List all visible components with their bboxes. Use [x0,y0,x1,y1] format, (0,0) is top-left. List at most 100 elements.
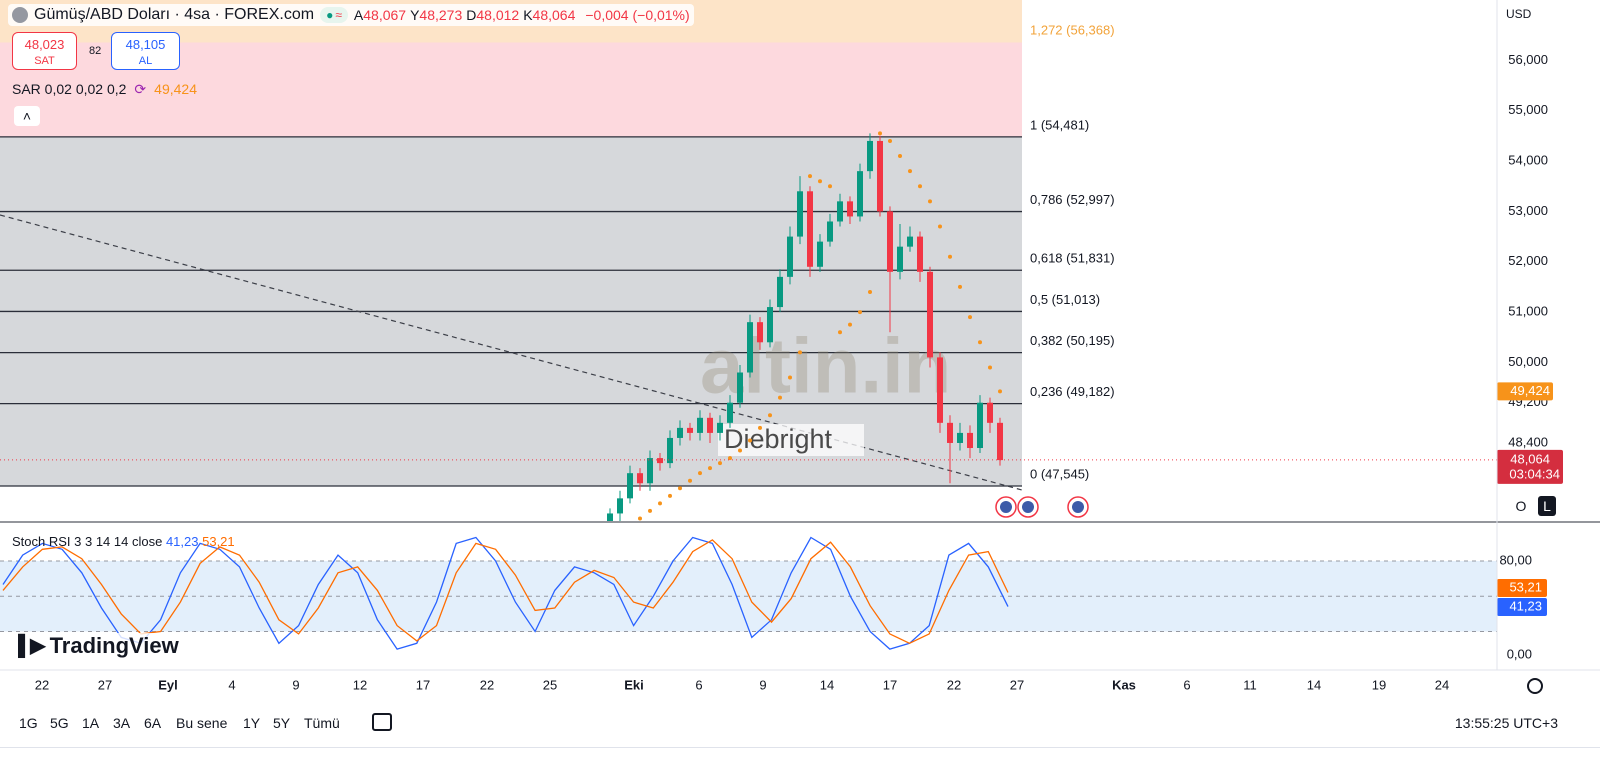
clock[interactable]: 13:55:25 UTC+3 [1454,715,1558,731]
x-tick-label: 9 [292,677,299,692]
range-button[interactable]: Bu sene [176,715,228,731]
candle-body [857,171,863,217]
stoch-title[interactable]: Stoch RSI 3 3 14 14 close [12,534,163,549]
sar-dot [808,174,812,179]
range-button[interactable]: 1Y [243,715,261,731]
buy-button[interactable]: 48,105 AL [111,32,180,70]
candle-body [717,422,723,433]
candle-body [957,432,963,443]
brand-text: TradingView [49,633,179,658]
candle-body [617,498,623,514]
date-range-icon[interactable] [372,713,392,731]
candle-body [897,246,903,272]
candle-body [787,236,793,277]
stoch-pane [0,536,1497,650]
sar-dot [998,389,1002,394]
x-tick-label: 17 [416,677,430,692]
x-tick-label: 27 [98,677,112,692]
buy-label: AL [138,55,153,67]
market-status[interactable]: ● ≈ [320,7,348,23]
candle-body [697,417,703,433]
candle-body [967,432,973,449]
x-tick-label: 22 [480,677,494,692]
sar-value: 49,424 [154,81,197,97]
fib-label: 1,272 (56,368) [1030,22,1115,37]
settings-icon[interactable] [1527,678,1543,694]
sar-dot [788,375,792,380]
y-tick-label: 0,00 [1507,646,1532,661]
fib-label: 0,786 (52,997) [1030,192,1115,207]
event-flag-inner [1072,501,1084,513]
x-tick-label: 14 [1307,677,1321,692]
collapse-button[interactable]: ˄ [14,106,40,126]
brand[interactable]: ▌▶ TradingView [14,633,183,659]
sar-dot [878,131,882,136]
sar-dot [968,315,972,320]
event-flag-inner [1022,501,1034,513]
ohlc-key: Y [410,7,420,23]
candle-body [627,473,633,499]
candle-body [867,140,873,172]
candle-body [817,241,823,267]
y-tick-label: 80,00 [1499,552,1532,567]
sar-dot [748,438,752,443]
stoch-value-label: 53,21 [1509,579,1542,594]
range-button[interactable]: 5G [50,715,69,731]
range-button[interactable]: 3A [113,715,131,731]
sar-dot [668,493,672,498]
last-price-label: 48,064 [1510,451,1550,466]
currency[interactable]: USD [1506,7,1532,21]
sar-dot [708,466,712,471]
candle-body [757,322,763,343]
fib-label: 0,618 (51,831) [1030,251,1115,266]
range-button[interactable]: Tümü [304,715,340,731]
candle-body [607,513,613,521]
fib-zone [0,352,1022,404]
candle-body [707,417,713,433]
range-button[interactable]: 1A [82,715,100,731]
stoch-value-box [1497,598,1547,616]
sar-dot [948,254,952,259]
candle-body [977,402,983,449]
stoch-value-label: 41,23 [1509,598,1542,613]
sar-icon[interactable]: ⟳ [134,81,147,97]
sell-button[interactable]: 48,023 SAT [12,32,77,70]
fib-label: 0 (47,545) [1030,466,1089,481]
sar-dot [828,184,832,189]
x-tick-label: 6 [695,677,702,692]
stoch-d-value: 53,21 [202,534,235,549]
sar-dot [628,524,632,528]
stoch-k-value: 41,23 [165,534,199,549]
y-tick-label: 52,000 [1508,253,1548,268]
candle-body [687,427,693,433]
range-button[interactable]: 5Y [273,715,291,731]
event-flag-inner [1000,501,1012,513]
x-tick-label: 12 [353,677,367,692]
scale-button[interactable]: O [1515,498,1527,514]
sar-dot [898,154,902,159]
candle-body [927,271,933,358]
sar-price-box [1497,382,1553,401]
stoch-line [2,536,1009,650]
x-tick-label: 27 [1010,677,1024,692]
sar-dot [658,501,662,506]
scale-button[interactable]: L [1538,496,1556,516]
candle-body [877,140,883,212]
symbol-title[interactable]: Gümüş/ABD Doları · 4sa · FOREX.com [34,6,315,23]
range-button[interactable]: 1G [19,715,38,731]
sar-name[interactable]: SAR 0,02 0,02 0,2 [12,81,127,97]
ohlc-key: D [466,7,477,23]
ohlc-key: K [523,7,533,23]
ohlc-key: A [353,7,364,23]
y-tick-label: 50,000 [1508,354,1548,369]
x-tick-label: 6 [1183,677,1190,692]
candle-body [947,422,953,443]
y-tick-label: 56,000 [1508,52,1548,67]
candle-body [797,191,803,237]
fib-label: 0,5 (51,013) [1030,292,1100,307]
sar-dot [798,350,802,355]
sar-dot [958,284,962,289]
range-button[interactable]: 6A [144,715,162,731]
last-price-box [1497,449,1563,484]
candle-body [997,422,1003,461]
